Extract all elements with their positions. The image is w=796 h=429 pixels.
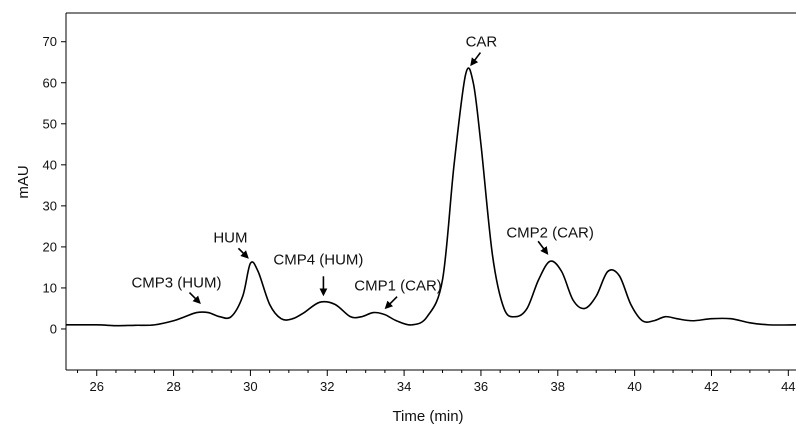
chromatogram-line <box>65 67 796 327</box>
x-tick-label: 28 <box>166 379 180 394</box>
x-tick-label: 32 <box>320 379 334 394</box>
peak-label: CMP4 (HUM) <box>273 251 363 268</box>
series-layer <box>65 67 796 327</box>
peak-label: HUM <box>213 229 247 246</box>
peak-label: CMP3 (HUM) <box>131 275 221 292</box>
x-tick-label: 42 <box>704 379 718 394</box>
plot-frame <box>65 12 796 371</box>
y-axis: 0 10 20 30 40 50 60 70 <box>43 34 66 336</box>
annotation-layer: CMP3 (HUM) HUM CMP4 (HUM) CMP1 (CAR) CAR CMP2… <box>131 34 594 310</box>
x-tick-label: 30 <box>243 379 257 394</box>
y-tick-label: 60 <box>43 75 57 90</box>
y-axis-title: mAU <box>15 165 32 198</box>
y-tick-label: 70 <box>43 34 57 49</box>
y-tick-label: 0 <box>50 321 57 336</box>
x-tick-label: 38 <box>551 379 565 394</box>
x-axis: 26 28 30 32 34 36 38 40 42 44 <box>77 370 796 394</box>
peak-label: CMP1 (CAR) <box>354 278 442 295</box>
peak-arrow <box>470 52 482 67</box>
y-tick-label: 20 <box>43 239 57 254</box>
x-tick-label: 40 <box>627 379 641 394</box>
y-tick-label: 10 <box>43 280 57 295</box>
peak-arrow <box>237 247 249 259</box>
x-axis-title: Time (min) <box>392 408 463 425</box>
x-tick-label: 26 <box>90 379 104 394</box>
y-tick-label: 30 <box>43 198 57 213</box>
peak-arrow <box>384 296 398 310</box>
peak-arrow <box>537 240 549 255</box>
x-tick-label: 44 <box>781 379 795 394</box>
x-tick-label: 36 <box>474 379 488 394</box>
peak-label: CMP2 (CAR) <box>506 224 594 241</box>
y-tick-label: 50 <box>43 116 57 131</box>
peak-label: CAR <box>466 34 498 51</box>
peak-arrow <box>188 291 201 304</box>
y-tick-label: 40 <box>43 157 57 172</box>
x-tick-label: 34 <box>397 379 411 394</box>
